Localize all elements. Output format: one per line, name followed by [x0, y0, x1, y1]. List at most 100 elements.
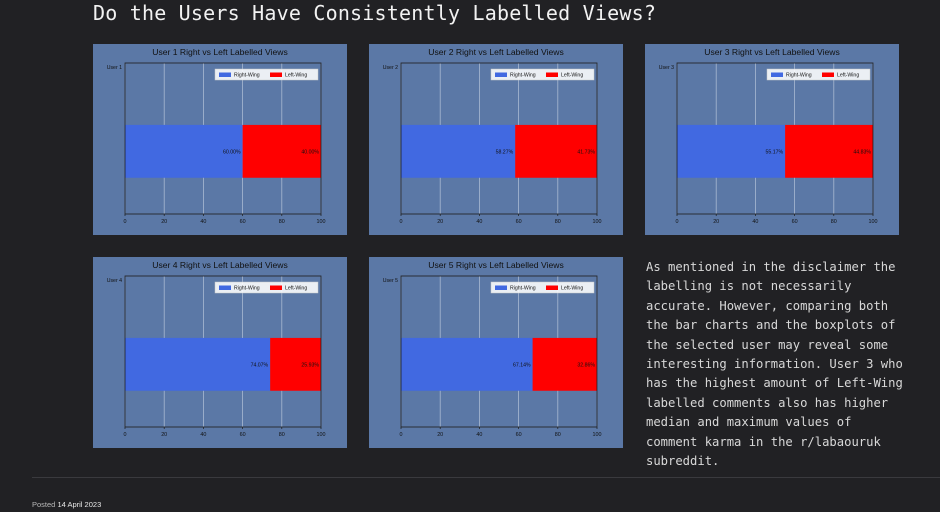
legend: Right-Wing Left-Wing [214, 68, 319, 81]
chart-title: User 2 Right vs Left Labelled Views [428, 47, 564, 57]
data-label: 74.07% [251, 362, 269, 368]
x-tick-label: 60 [516, 432, 522, 438]
chart-panel-user-3: 55.17% 44.83% 0 20 40 60 80 100 User 3 User 3 Rig… [645, 44, 899, 235]
legend: Right-Wing Left-Wing [766, 68, 871, 81]
x-tick-label: 0 [124, 432, 127, 438]
x-tick-label: 80 [279, 219, 285, 225]
legend-swatch [495, 285, 507, 290]
chart-title: User 3 Right vs Left Labelled Views [704, 47, 840, 57]
legend: Right-Wing Left-Wing [490, 68, 595, 81]
data-label: 25.93% [301, 362, 319, 368]
bar-right-wing [401, 124, 516, 178]
legend: Right-Wing Left-Wing [214, 281, 319, 294]
legend-swatch [270, 72, 282, 77]
legend-box [766, 68, 871, 81]
data-label: 44.83% [853, 149, 871, 155]
chart-title: User 4 Right vs Left Labelled Views [152, 260, 288, 270]
legend-label: Left-Wing [285, 286, 307, 292]
legend-label: Right-Wing [510, 73, 536, 79]
axes-frame [124, 275, 322, 428]
x-tick-label: 60 [240, 219, 246, 225]
legend-box [490, 68, 595, 81]
x-tick-label: 100 [593, 432, 602, 438]
chart-svg: 60.00% 40.00% 0 20 40 60 80 100 User 1 User 1 Rig… [107, 47, 326, 225]
legend-label: Right-Wing [786, 73, 812, 79]
bar-right-wing [125, 337, 271, 391]
footer-divider [32, 477, 940, 478]
bar-right-wing [401, 337, 533, 391]
y-tick-label: User 2 [383, 65, 398, 71]
data-label: 67.14% [513, 362, 531, 368]
legend-swatch [219, 72, 231, 77]
legend-label: Right-Wing [510, 286, 536, 292]
data-label: 60.00% [223, 149, 241, 155]
posted-label: Posted [32, 500, 56, 509]
data-label: 40.00% [301, 149, 319, 155]
legend-swatch [270, 285, 282, 290]
x-tick-label: 20 [437, 432, 443, 438]
x-tick-label: 100 [317, 219, 326, 225]
legend-label: Right-Wing [234, 73, 260, 79]
x-tick-label: 0 [124, 219, 127, 225]
x-tick-label: 20 [713, 219, 719, 225]
y-tick-label: User 1 [107, 65, 122, 71]
bar-left-wing [785, 124, 873, 178]
x-tick-label: 100 [593, 219, 602, 225]
x-tick-label: 80 [555, 219, 561, 225]
data-label: 41.73% [577, 149, 595, 155]
x-tick-label: 40 [752, 219, 758, 225]
y-tick-label: User 4 [107, 278, 122, 284]
data-label: 55.17% [766, 149, 784, 155]
legend-swatch [495, 72, 507, 77]
chart-svg: 58.27% 41.73% 0 20 40 60 80 100 User 2 User 2 Rig… [383, 47, 602, 225]
x-tick-label: 60 [240, 432, 246, 438]
y-tick-label: User 3 [659, 65, 674, 71]
legend-box [214, 281, 319, 294]
axes-frame [400, 275, 598, 428]
chart-svg: 55.17% 44.83% 0 20 40 60 80 100 User 3 User 3 Rig… [659, 47, 878, 225]
y-tick-label: User 5 [383, 278, 398, 284]
chart-title: User 1 Right vs Left Labelled Views [152, 47, 288, 57]
chart-svg: 74.07% 25.93% 0 20 40 60 80 100 User 4 User 4 Rig… [107, 260, 326, 438]
legend-label: Left-Wing [561, 73, 583, 79]
bar-left-wing [532, 337, 597, 391]
legend-box [490, 281, 595, 294]
legend-swatch [546, 72, 558, 77]
legend-label: Left-Wing [561, 286, 583, 292]
x-tick-label: 60 [516, 219, 522, 225]
x-tick-label: 20 [437, 219, 443, 225]
x-tick-label: 20 [161, 432, 167, 438]
x-tick-label: 80 [555, 432, 561, 438]
data-label: 58.27% [496, 149, 514, 155]
bar-right-wing [677, 124, 786, 178]
bar-left-wing [270, 337, 321, 391]
axes-frame [124, 62, 322, 215]
bar-right-wing [125, 124, 243, 178]
page-heading: Do the Users Have Consistently Labelled … [93, 1, 657, 25]
post-meta: Posted 14 April 2023 [32, 500, 101, 509]
data-label: 32.86% [577, 362, 595, 368]
x-tick-label: 40 [200, 219, 206, 225]
x-tick-label: 0 [676, 219, 679, 225]
legend-swatch [219, 285, 231, 290]
legend-label: Left-Wing [837, 73, 859, 79]
x-tick-label: 40 [476, 432, 482, 438]
x-tick-label: 80 [831, 219, 837, 225]
legend-swatch [771, 72, 783, 77]
legend-swatch [546, 285, 558, 290]
x-tick-label: 80 [279, 432, 285, 438]
x-tick-label: 0 [400, 432, 403, 438]
x-tick-label: 100 [869, 219, 878, 225]
bar-left-wing [242, 124, 321, 178]
x-tick-label: 100 [317, 432, 326, 438]
chart-panel-user-1: 60.00% 40.00% 0 20 40 60 80 100 User 1 User 1 Rig… [93, 44, 347, 235]
chart-panel-user-5: 67.14% 32.86% 0 20 40 60 80 100 User 5 User 5 Rig… [369, 257, 623, 448]
description-paragraph: As mentioned in the disclaimer the label… [646, 260, 903, 469]
legend-label: Left-Wing [285, 73, 307, 79]
axes-frame [400, 62, 598, 215]
bar-left-wing [515, 124, 597, 178]
x-tick-label: 40 [476, 219, 482, 225]
legend-box [214, 68, 319, 81]
x-tick-label: 20 [161, 219, 167, 225]
posted-date: 14 April 2023 [57, 500, 102, 509]
